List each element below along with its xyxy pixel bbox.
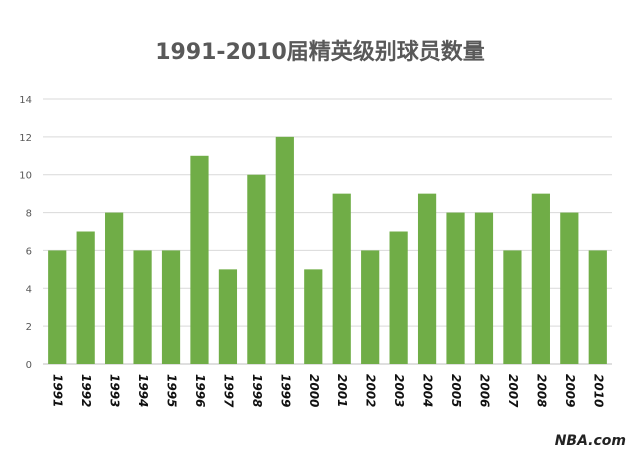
bar [588,250,607,364]
x-tick-label: 2008 [534,374,548,407]
x-tick-label: 2001 [335,374,349,407]
bar [474,212,494,364]
bar [161,250,181,364]
y-tick-label: 14 [19,95,32,106]
source-watermark: NBA.com [554,433,626,449]
x-tick-label: 1997 [221,374,235,408]
bar [105,212,124,364]
bar [247,174,266,364]
bar [446,212,465,364]
x-tick-label: 2009 [563,374,577,407]
x-tick-label: 2005 [449,374,463,407]
x-tick-label: 1994 [136,374,150,407]
bar [417,193,437,364]
bar [332,193,351,364]
x-tick-label: 1998 [250,374,264,407]
bar [48,250,67,364]
x-tick-label: 2003 [392,374,406,407]
bar [389,231,408,364]
bar [275,136,294,364]
x-tick-label: 1992 [79,374,93,407]
bar [304,269,323,364]
y-tick-label: 8 [26,209,32,220]
chart-title: 1991-2010届精英级别球员数量 [155,40,485,65]
x-tick-label: 2002 [364,374,378,407]
y-tick-label: 4 [26,284,32,295]
x-tick-label: 2004 [421,374,435,407]
x-tick-label: 1991 [51,374,65,407]
bar [76,231,95,364]
bar [218,269,238,364]
y-tick-label: 6 [26,246,32,257]
bar [531,193,550,364]
bar [361,250,380,364]
y-tick-label: 0 [26,360,32,371]
bar [560,212,579,364]
y-tick-label: 2 [26,322,32,333]
x-tick-label: 1999 [278,374,292,407]
y-tick-label: 10 [19,171,32,182]
bar [503,250,522,364]
x-tick-label: 2010 [591,374,605,407]
y-tick-label: 12 [19,133,32,144]
bar [133,250,152,364]
x-tick-label: 2000 [307,374,321,407]
x-tick-label: 1993 [108,374,122,407]
bar [190,155,209,364]
x-tick-label: 1995 [165,374,179,407]
x-tick-label: 2006 [477,374,491,407]
x-tick-label: 1996 [193,374,207,407]
x-tick-label: 2007 [506,374,520,408]
